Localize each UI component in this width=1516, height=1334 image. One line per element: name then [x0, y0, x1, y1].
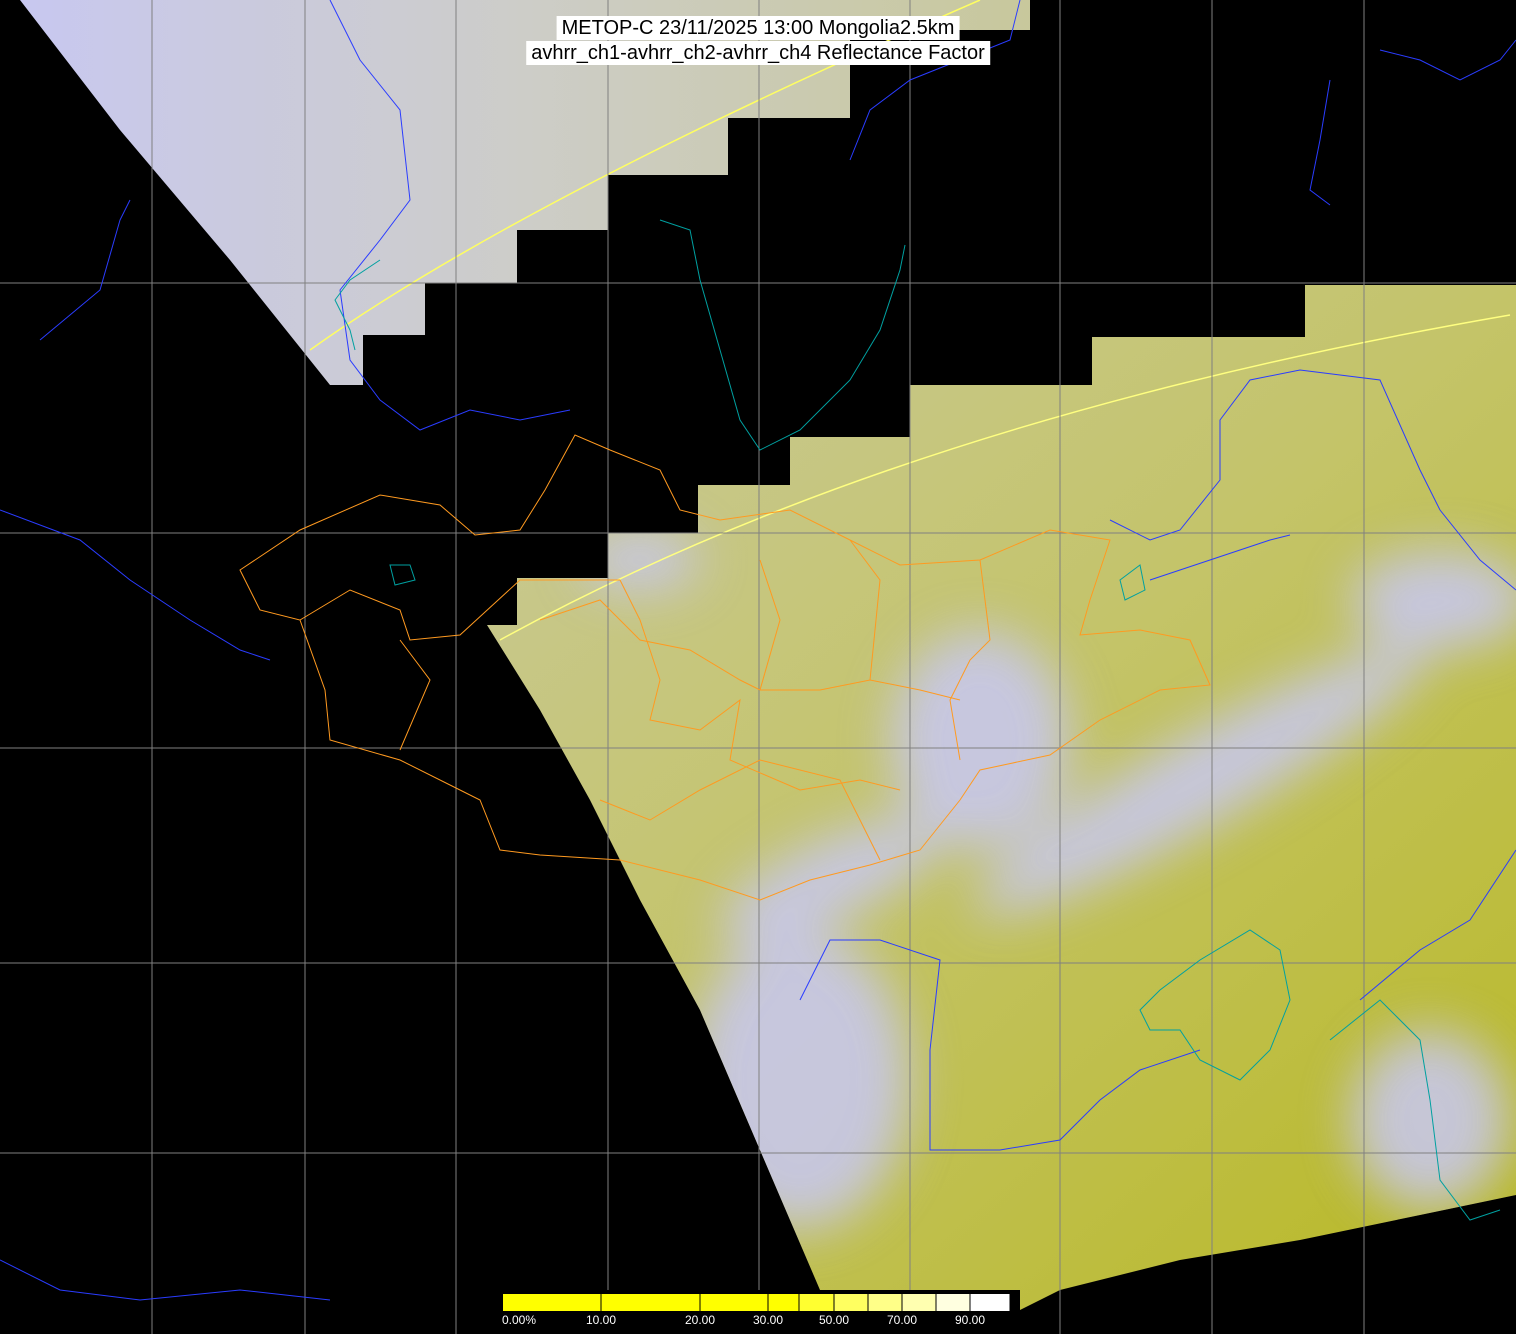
colorbar-segment [936, 1294, 970, 1311]
colorbar-segment [970, 1294, 1010, 1311]
colorbar-label: 20.00 [684, 1313, 716, 1327]
swath-north [20, 0, 1030, 385]
colorbar-segment [834, 1294, 868, 1311]
colorbar-segment [799, 1294, 834, 1311]
swath-edge-line [499, 314, 1511, 641]
map-subtitle: avhrr_ch1-avhrr_ch2-avhrr_ch4 Reflectanc… [526, 41, 990, 65]
colorbar-segment [902, 1294, 936, 1311]
colorbar-label: 70.00 [886, 1313, 918, 1327]
colorbar-segment [503, 1294, 799, 1311]
province-borders [239, 434, 1211, 901]
coastlines [334, 219, 1501, 1221]
colorbar-label: 30.00 [752, 1313, 784, 1327]
country-borders [0, 0, 1516, 1301]
colorbar-label: 90.00 [954, 1313, 986, 1327]
colorbar-segment [868, 1294, 902, 1311]
colorbar-label: 50.00 [818, 1313, 850, 1327]
colorbar-ticks [600, 1294, 1011, 1311]
colorbar-label: 0.00% [501, 1313, 537, 1327]
colorbar-label: 10.00 [585, 1313, 617, 1327]
map-title: METOP-C 23/11/2025 13:00 Mongolia2.5km [556, 16, 960, 40]
